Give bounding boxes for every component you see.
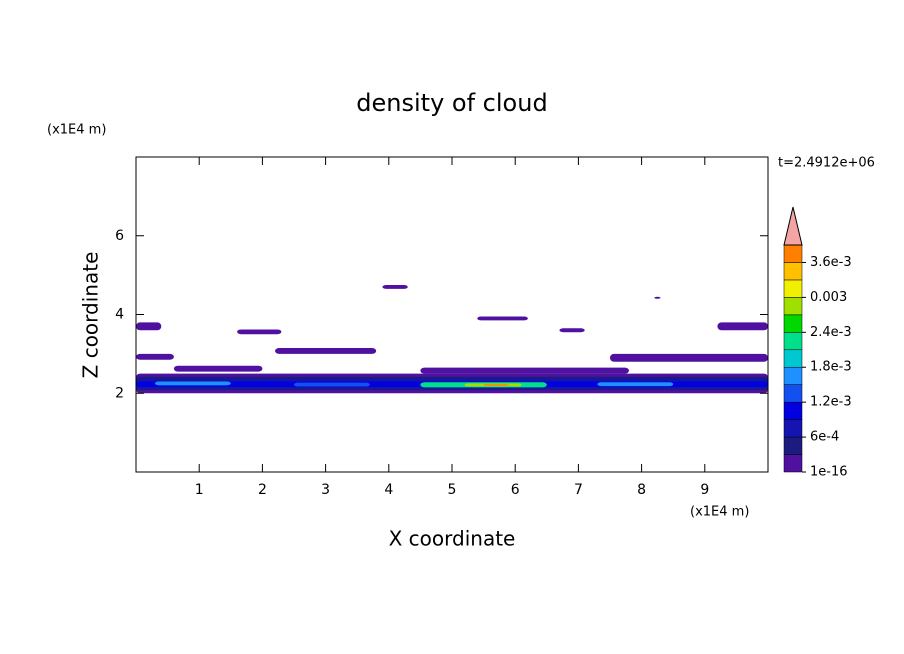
x-tick-label: 3 xyxy=(321,482,330,498)
colorbar-tick-label: 3.6e-3 xyxy=(810,255,852,270)
contour-region xyxy=(420,367,629,374)
contour-region xyxy=(610,353,768,362)
y-tick-label: 6 xyxy=(115,228,124,244)
contour-region xyxy=(173,365,263,372)
contour-region xyxy=(154,381,231,386)
chart-title: density of cloud xyxy=(356,89,547,117)
contour-region xyxy=(477,316,528,321)
y-tick-label: 4 xyxy=(115,307,124,323)
x-tick-label: 4 xyxy=(384,482,393,498)
contour-region xyxy=(483,384,509,386)
colorbar-band xyxy=(783,454,803,473)
x-tick-label: 2 xyxy=(258,482,267,498)
colorbar-band xyxy=(783,332,803,351)
time-label: t=2.4912e+06 xyxy=(778,156,875,171)
x-tick-label: 1 xyxy=(195,482,204,498)
contour-region xyxy=(294,382,370,387)
colorbar-band xyxy=(783,314,803,333)
colorbar-band xyxy=(783,366,803,385)
x-tick-label: 9 xyxy=(700,482,709,498)
colorbar-band xyxy=(783,262,803,281)
colorbar-band xyxy=(783,384,803,403)
x-tick-label: 7 xyxy=(574,482,583,498)
y-axis-label: Z coordinate xyxy=(79,252,103,379)
contour-region xyxy=(237,329,282,335)
x-tick-label: 5 xyxy=(448,482,457,498)
colorbar-band xyxy=(783,419,803,438)
contour-region xyxy=(654,296,661,299)
colorbar-extend xyxy=(783,206,803,246)
contour-region xyxy=(559,328,585,333)
colorbar-tick-label: 0.003 xyxy=(810,290,847,305)
contour-region xyxy=(275,347,377,354)
y-tick-label: 2 xyxy=(115,385,124,401)
colorbar-band xyxy=(783,244,803,263)
colorbar-tick-label: 6e-4 xyxy=(810,430,839,445)
contour-region xyxy=(382,284,408,289)
x-axis-label: X coordinate xyxy=(389,527,516,551)
colorbar-band xyxy=(783,349,803,368)
colorbar-band xyxy=(783,297,803,316)
contour-region xyxy=(136,322,162,331)
contour-fill xyxy=(136,284,768,394)
y-unit: (x1E4 m) xyxy=(47,123,106,138)
plot-frame xyxy=(135,156,769,473)
x-tick-label: 6 xyxy=(511,482,520,498)
colorbar-tick-label: 1.8e-3 xyxy=(810,360,852,375)
colorbar-tick-label: 1.2e-3 xyxy=(810,395,852,410)
x-unit: (x1E4 m) xyxy=(690,505,749,520)
contour-region xyxy=(597,382,674,387)
colorbar-band xyxy=(783,401,803,420)
contour-region xyxy=(136,353,174,360)
contour-region xyxy=(717,322,768,331)
x-tick-label: 8 xyxy=(637,482,646,498)
colorbar-tick-label: 1e-16 xyxy=(810,465,848,480)
colorbar-tick-label: 2.4e-3 xyxy=(810,325,852,340)
colorbar-band xyxy=(783,436,803,455)
colorbar-band xyxy=(783,279,803,298)
